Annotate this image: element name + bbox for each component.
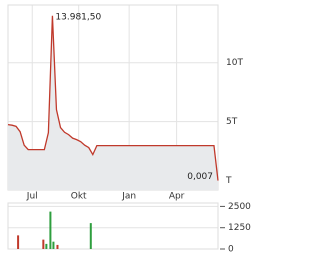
y-tick-label: T <box>225 176 232 186</box>
y-tick-label: 0 <box>228 245 234 255</box>
x-tick-label: Jul <box>26 192 38 202</box>
bar <box>42 239 45 249</box>
bar <box>52 241 55 249</box>
x-tick-label: Apr <box>169 192 185 202</box>
x-tick-label: Jan <box>121 192 136 202</box>
value-label: 13.981,50 <box>55 12 101 22</box>
bar <box>56 244 59 249</box>
chart: T 5T 10T Jul Okt Jan Apr 13.981,50 0,007 0 1250 250… <box>7 4 251 255</box>
area <box>8 15 218 190</box>
y-tick-label: 10T <box>226 58 243 68</box>
bar <box>45 243 48 249</box>
y-tick-label: 2500 <box>228 202 251 212</box>
line <box>7 15 219 181</box>
y-tick-label: 5T <box>226 117 238 127</box>
value-label: 0,007 <box>187 172 213 182</box>
bar <box>49 211 52 249</box>
y-tick-label: 1250 <box>228 223 251 233</box>
x-tick-label: Okt <box>71 192 87 202</box>
bar <box>89 223 92 249</box>
bar <box>17 235 20 249</box>
plot-frame <box>7 202 219 250</box>
